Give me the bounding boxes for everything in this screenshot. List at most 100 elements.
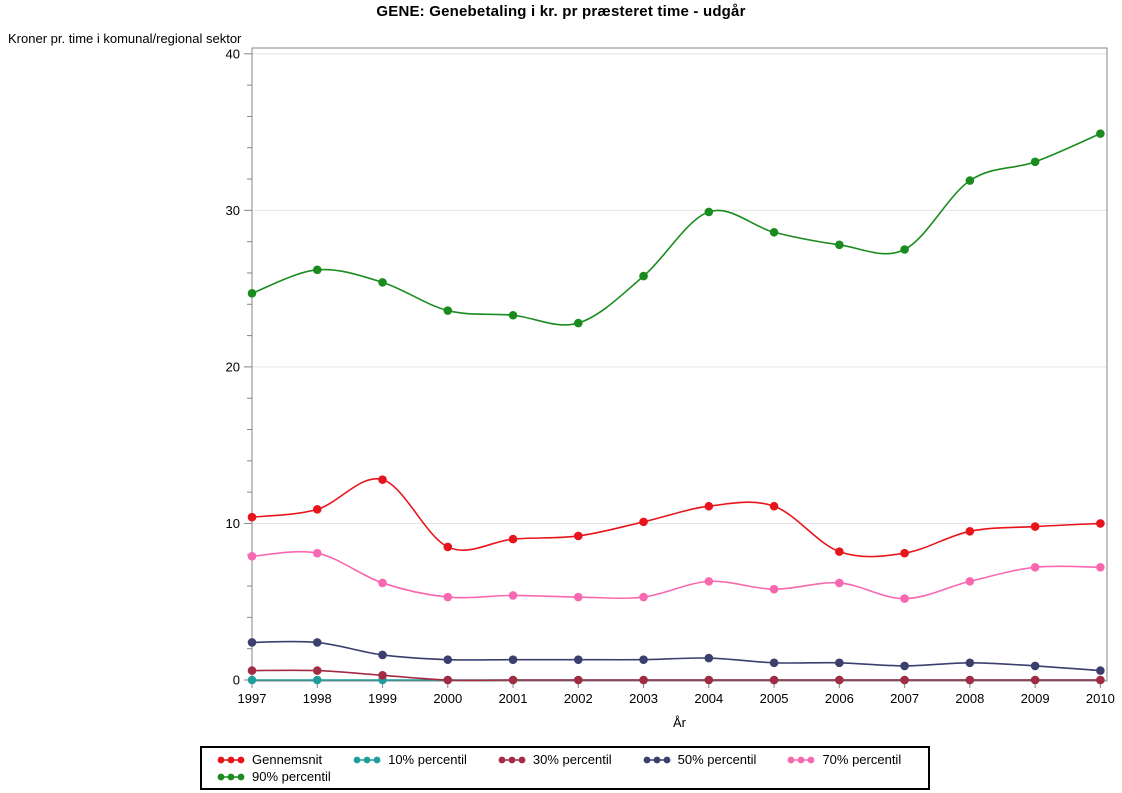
data-point-70-percentil [1030,562,1040,572]
data-point-30-percentil [965,675,975,685]
legend-row-1: Gennemsnit 10% percentil 30% percentil 50% … [216,751,914,768]
data-point-90-percentil [965,176,975,185]
data-point-70-percentil [247,552,257,561]
legend-item: 90% percentil [216,769,331,784]
data-point-70-percentil [965,577,975,586]
x-tick-label: 2003 [629,691,658,706]
plot-border [251,47,1108,682]
x-tick-label: 2007 [890,691,919,706]
x-tick-label: 2006 [825,691,854,706]
data-point-gennemsnit [1096,519,1105,528]
data-point-90-percentil [639,271,648,281]
data-point-gennemsnit [900,548,909,558]
legend-marker-icon [498,756,526,763]
chart-title: GENE: Genebetaling i kr. pr præsteret ti… [376,3,746,20]
legend-label: 90% percentil [252,769,331,784]
data-point-30-percentil [508,675,518,685]
data-point-90-percentil [247,289,257,298]
data-point-70-percentil [900,594,909,603]
x-tick-label: 2001 [499,691,528,706]
legend-item: 30% percentil [497,752,612,767]
data-point-50-percentil [965,658,975,668]
data-point-50-percentil [574,655,583,664]
data-point-90-percentil [508,310,518,320]
data-point-70-percentil [574,592,583,602]
data-point-30-percentil [443,675,453,685]
x-tick-label: 2002 [564,691,593,706]
data-point-90-percentil [704,207,714,217]
legend-marker-icon [217,773,245,780]
data-point-30-percentil [1030,675,1040,685]
x-tick-label: 2005 [760,691,789,706]
data-point-70-percentil [835,578,844,588]
data-point-70-percentil [312,548,322,558]
series-90-percentil [247,129,1105,328]
legend-marker-icon [788,756,815,763]
data-point-50-percentil [312,638,322,647]
legend-label: 10% percentil [388,752,467,767]
data-point-90-percentil [769,227,779,237]
legend-label: Gennemsnit [252,752,323,767]
data-point-90-percentil [1096,129,1105,138]
data-point-30-percentil [312,666,322,675]
data-point-30-percentil [247,666,257,675]
data-point-70-percentil [1096,562,1105,572]
y-tick-label: 30 [226,203,240,218]
data-point-90-percentil [378,278,387,287]
series-gennemsnit [247,475,1105,558]
legend-marker-icon [217,756,245,763]
data-point-50-percentil [443,655,453,664]
legend-label: 70% percentil [822,752,902,767]
legend-label: 50% percentil [677,752,757,767]
data-point-gennemsnit [508,534,518,544]
x-tick-label: 2009 [1021,691,1050,706]
legend-row-2: 90% percentil [216,768,914,785]
series-50-percentil [247,638,1105,675]
data-point-gennemsnit [443,542,453,552]
y-tick-label: 20 [226,359,240,374]
x-tick-label: 2000 [433,691,462,706]
data-point-gennemsnit [639,517,648,527]
data-point-50-percentil [900,661,909,671]
series-line-gennemsnit [251,477,1101,558]
data-point-30-percentil [378,671,387,680]
data-point-90-percentil [900,245,909,254]
x-tick-label: 2004 [694,691,723,706]
data-point-gennemsnit [574,531,583,541]
series-line-50-percentil [251,640,1101,672]
data-point-gennemsnit [704,501,714,511]
data-point-gennemsnit [247,512,257,522]
y-tick-label: 0 [233,673,240,688]
data-point-30-percentil [1096,675,1105,685]
legend-marker-icon [353,756,381,763]
data-point-gennemsnit [1030,522,1040,531]
data-point-70-percentil [639,592,648,602]
series-30-percentil [247,666,1105,685]
data-point-30-percentil [900,675,909,685]
data-point-50-percentil [508,655,518,664]
series-line-70-percentil [251,550,1101,600]
y-axis-title: Kroner pr. time i komunal/regional sekto… [8,31,242,46]
legend-item: Gennemsnit [216,752,322,767]
data-point-10-percentil [312,675,322,685]
data-point-50-percentil [769,658,779,668]
data-point-50-percentil [639,655,648,664]
legend-item: 70% percentil [786,752,901,767]
data-point-gennemsnit [835,547,844,556]
legend-label: 30% percentil [532,752,612,767]
x-tick-label: 2010 [1086,691,1115,706]
data-point-70-percentil [704,577,714,586]
series-70-percentil [247,548,1105,603]
x-tick-label: 1998 [303,691,332,706]
data-point-70-percentil [508,591,518,600]
data-point-70-percentil [769,584,779,594]
x-tick-label: 1999 [368,691,397,706]
data-point-gennemsnit [769,501,779,511]
data-point-70-percentil [378,578,387,588]
legend-item: 50% percentil [642,752,757,767]
data-point-gennemsnit [378,475,387,484]
x-tick-label: 2008 [955,691,984,706]
y-tick-label: 40 [226,46,240,61]
series-line-30-percentil [251,669,1101,682]
